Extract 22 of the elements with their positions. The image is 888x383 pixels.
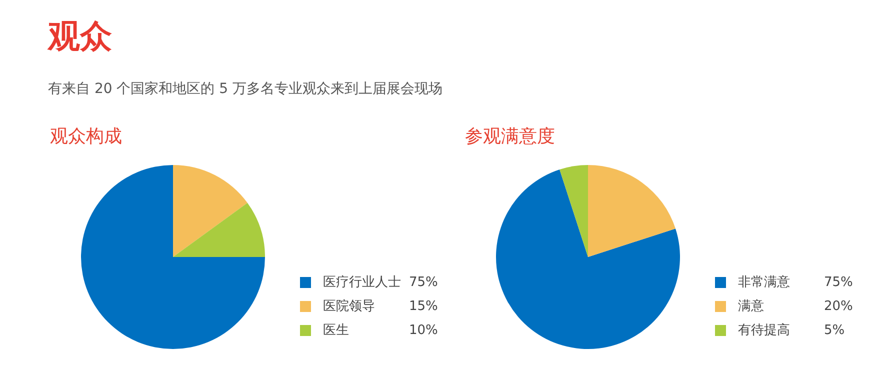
data-label: 5% <box>824 322 845 338</box>
data-label: 10% <box>409 322 438 338</box>
legend-label: 医疗行业人士 <box>323 274 402 291</box>
data-label: 15% <box>409 298 438 314</box>
legend-label: 医院领导 <box>323 298 376 315</box>
legend-label: 非常满意 <box>738 274 791 291</box>
data-label: 75% <box>409 274 438 290</box>
text: 有来自 20 个国家和地区的 5 万多名专业观众来到上届展会现场 <box>48 80 444 98</box>
chart-title: 观众构成 <box>50 125 122 148</box>
legend-label: 满意 <box>738 298 765 315</box>
pie-slice <box>560 165 588 257</box>
pie-slice <box>173 165 248 257</box>
pie-slice <box>588 165 676 257</box>
pie-slice <box>81 165 265 349</box>
pie-slice <box>173 202 265 257</box>
pie-slice <box>496 170 680 349</box>
legend-label: 有待提高 <box>738 322 791 339</box>
data-label: 20% <box>824 298 853 314</box>
legend-label: 医生 <box>323 322 350 339</box>
data-label: 75% <box>824 274 853 290</box>
chart-title: 参观满意度 <box>465 125 555 148</box>
text: 观众 <box>48 16 113 57</box>
